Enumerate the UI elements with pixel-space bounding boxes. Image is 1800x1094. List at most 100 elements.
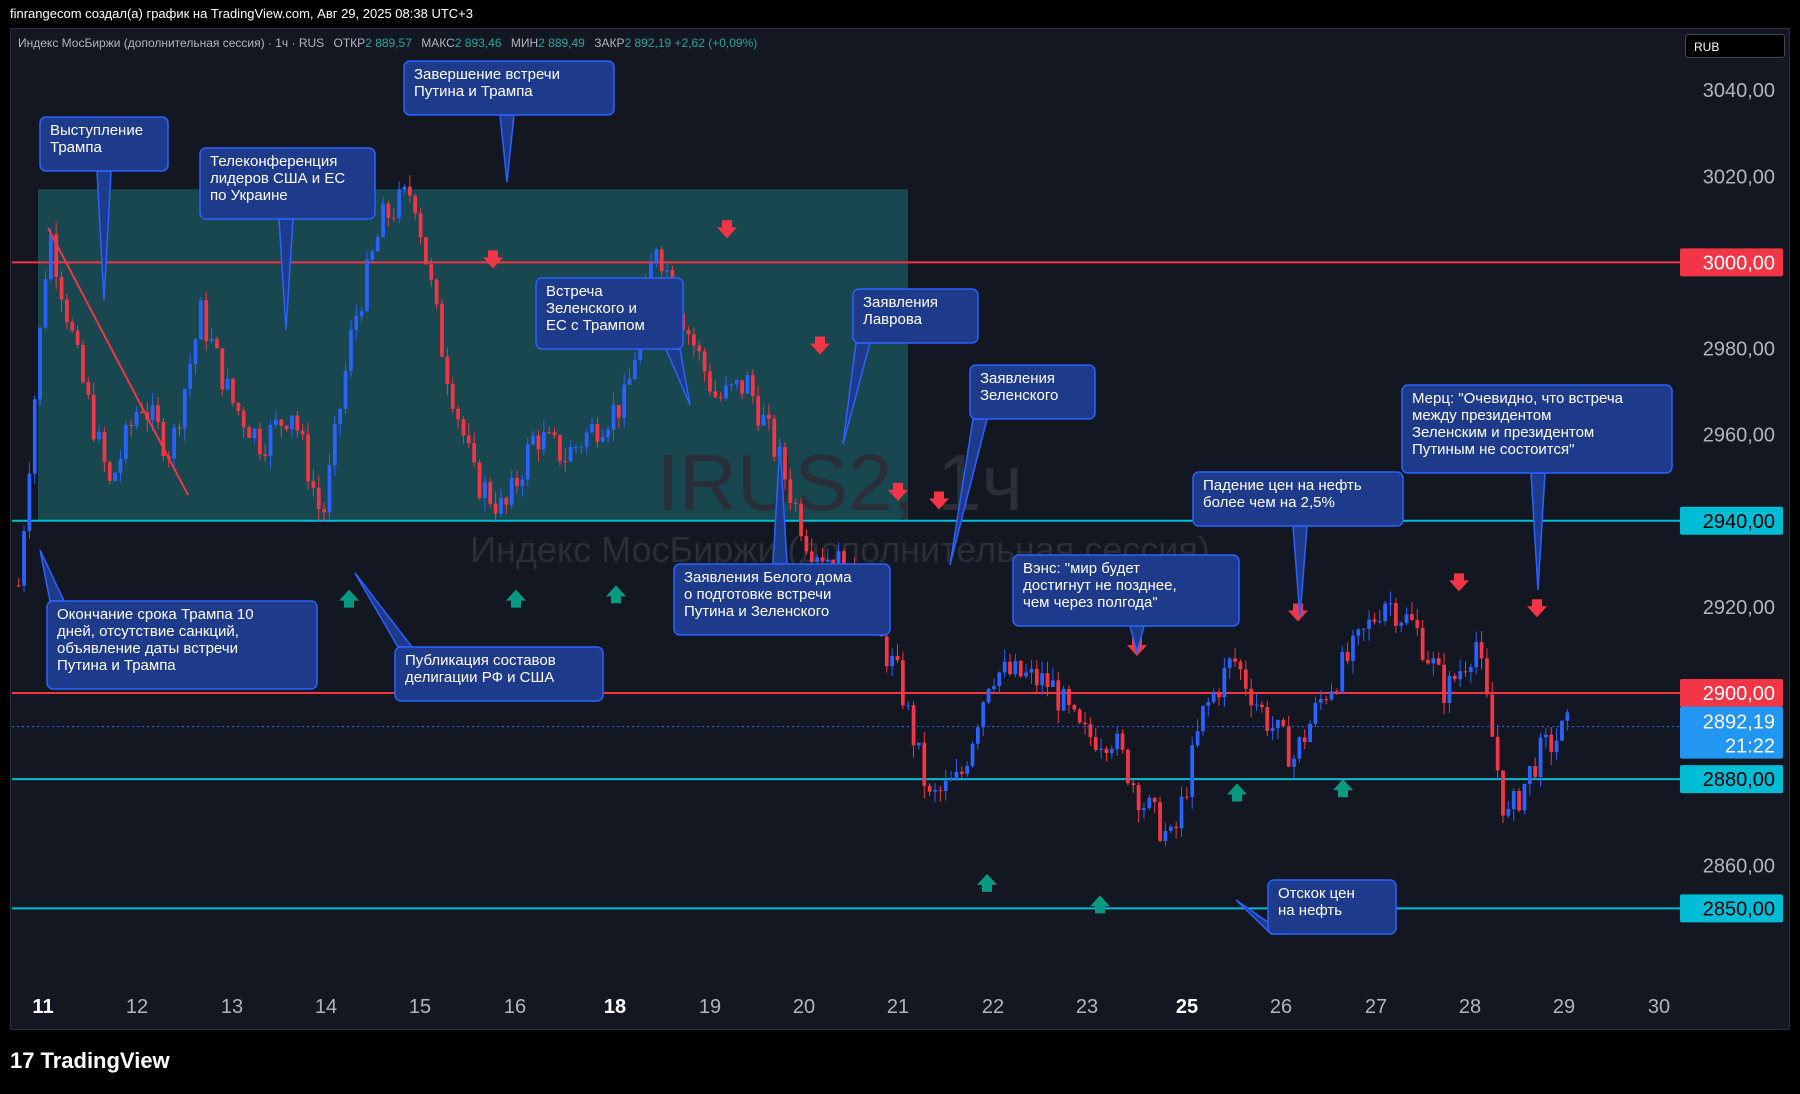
- candle-body: [611, 404, 616, 430]
- candle-body: [209, 338, 214, 342]
- high-label: МАКС: [421, 36, 455, 50]
- candle-body: [965, 765, 970, 774]
- candle-body: [606, 429, 611, 438]
- candle-body: [1147, 797, 1152, 809]
- candle-body: [1426, 659, 1430, 664]
- candle-body: [927, 785, 932, 792]
- candle-body: [1126, 749, 1130, 784]
- candle-body: [1377, 621, 1382, 623]
- brand-name: TradingView: [40, 1048, 170, 1073]
- callout-text: Лаврова: [863, 311, 923, 328]
- candle-body: [1008, 661, 1012, 675]
- callout-text: между президентом: [1412, 407, 1551, 424]
- sell-arrow-icon: [717, 220, 737, 239]
- candle-body: [1201, 705, 1205, 732]
- candle-body: [890, 655, 895, 667]
- candle-body: [220, 348, 225, 390]
- candle-body: [241, 410, 246, 428]
- x-tick-label: 11: [32, 996, 53, 1018]
- level-badge: [1680, 894, 1783, 923]
- highlight-zone: [38, 189, 908, 521]
- candle-body: [1560, 720, 1564, 741]
- candle-body: [107, 462, 112, 482]
- candle-body: [1511, 791, 1516, 810]
- candle-body: [429, 264, 434, 280]
- candle-body: [247, 427, 251, 439]
- candle-body: [365, 259, 369, 311]
- candle-body: [140, 412, 144, 414]
- x-tick-label: 18: [604, 996, 626, 1018]
- candle-body: [16, 585, 21, 587]
- x-tick-label: 26: [1270, 996, 1292, 1018]
- candle-body: [1544, 734, 1548, 738]
- candle-body: [1367, 619, 1371, 629]
- callout-pointer: [1292, 525, 1308, 618]
- candle-body: [772, 418, 777, 457]
- candle-body: [300, 430, 305, 435]
- open-label: ОТКР: [333, 36, 366, 50]
- callout-text: на нефть: [1278, 902, 1342, 919]
- candle-body: [354, 316, 359, 330]
- callout-box: [535, 277, 684, 350]
- candle-body: [1040, 673, 1045, 686]
- candle-body: [177, 427, 182, 429]
- level-badge: [1680, 765, 1783, 794]
- candle-body: [590, 424, 594, 433]
- candle-body: [959, 771, 964, 774]
- candle-body: [788, 479, 793, 504]
- candle-body: [215, 338, 219, 349]
- candle-body: [1485, 658, 1489, 695]
- sell-arrow-icon: [483, 250, 503, 269]
- x-tick-label: 19: [699, 996, 721, 1018]
- candle-body: [793, 503, 798, 505]
- candle-body: [22, 531, 26, 586]
- callout-box: [46, 600, 318, 690]
- candle-body: [295, 415, 300, 431]
- level-badge: [1680, 506, 1783, 535]
- candle-body: [156, 405, 160, 423]
- trend-line: [47, 227, 189, 496]
- candle-body: [263, 454, 268, 457]
- callout-text: делигации РФ и США: [405, 669, 554, 686]
- candle-body: [547, 432, 552, 434]
- candle-body: [552, 432, 557, 436]
- currency-selector[interactable]: RUB: [1685, 34, 1785, 58]
- candle-body: [1168, 826, 1173, 831]
- candle-body: [129, 425, 134, 427]
- candle-body: [1490, 694, 1495, 737]
- y-tick-label: 2980,00: [1703, 339, 1775, 361]
- x-tick-label: 28: [1459, 996, 1481, 1018]
- candle-body: [434, 279, 439, 304]
- candle-body: [375, 237, 380, 252]
- candle-body: [1404, 614, 1409, 623]
- candle-body: [633, 359, 637, 380]
- y-tick-label: 2960,00: [1703, 425, 1775, 447]
- candle-body: [1190, 745, 1195, 797]
- candle-body: [1393, 603, 1398, 626]
- candle-body: [975, 727, 980, 744]
- candle-body: [900, 660, 905, 706]
- candle-body: [568, 446, 573, 462]
- candle-body: [986, 688, 991, 703]
- candle-body: [718, 397, 723, 399]
- candle-body: [1260, 704, 1264, 708]
- candle-body: [1083, 722, 1087, 725]
- callout-text: о подготовке встречи: [684, 586, 831, 603]
- candle-body: [1517, 791, 1521, 811]
- callout-text: Вэнс: "мир будет: [1023, 560, 1140, 577]
- callout-text: Заявления: [980, 370, 1055, 387]
- buy-arrow-icon: [977, 873, 997, 892]
- callout-text: ЕС с Трампом: [546, 317, 645, 334]
- candle-body: [627, 379, 632, 385]
- level-badge: [1680, 679, 1783, 708]
- candle-body: [483, 482, 487, 499]
- candle-body: [649, 262, 653, 282]
- candle-body: [997, 672, 1002, 686]
- candle-body: [257, 428, 262, 455]
- candle-body: [815, 557, 819, 562]
- candle-body: [493, 503, 498, 514]
- candle-body: [182, 389, 187, 429]
